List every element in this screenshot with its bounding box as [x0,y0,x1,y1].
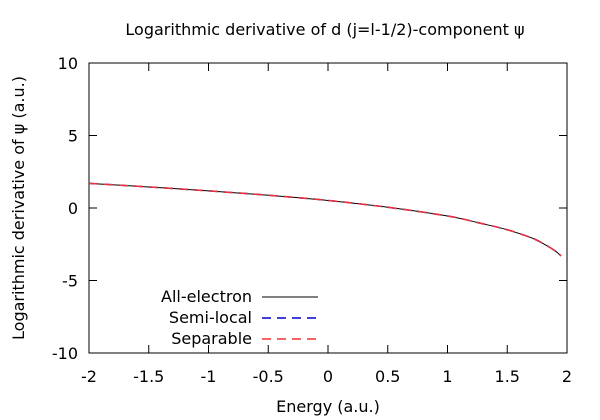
chart-title: Logarithmic derivative of d (j=l-1/2)-co… [125,20,524,39]
series-line-separable [88,182,562,257]
x-tick-label: 2 [562,367,572,386]
legend-label: Separable [171,329,252,348]
x-tick-label: -2 [81,367,97,386]
series-line-semi-local [88,182,562,257]
series-line-all-electron [88,182,562,257]
y-tick-label: 0 [68,199,78,218]
legend-label: All-electron [161,287,252,306]
y-axis-ticks: 10 5 0 -5 -10 [52,54,567,363]
y-tick-label: 10 [58,54,78,73]
y-tick-label: -10 [52,344,78,363]
series-lines [88,182,562,257]
x-axis-ticks: -2 -1.5 -1 -0.5 0 0.5 1 1.5 2 [81,63,572,386]
x-tick-label: 0 [323,367,333,386]
x-tick-label: -1 [201,367,217,386]
x-tick-label: -1.5 [133,367,164,386]
legend-item-semi-local: Semi-local [169,308,318,327]
legend: All-electron Semi-local Separable [161,287,318,348]
plot-frame [88,62,568,354]
legend-label: Semi-local [169,308,252,327]
y-tick-label: 5 [68,127,78,146]
x-tick-label: 1 [442,367,452,386]
y-tick-label: -5 [62,272,78,291]
x-tick-label: 0.5 [375,367,400,386]
legend-item-all-electron: All-electron [161,287,318,306]
y-axis-label: Logarithmic derivative of ψ (a.u.) [9,76,28,340]
x-tick-label: 1.5 [495,367,520,386]
legend-item-separable: Separable [171,329,318,348]
x-tick-label: -0.5 [253,367,284,386]
x-axis-label: Energy (a.u.) [276,397,380,416]
